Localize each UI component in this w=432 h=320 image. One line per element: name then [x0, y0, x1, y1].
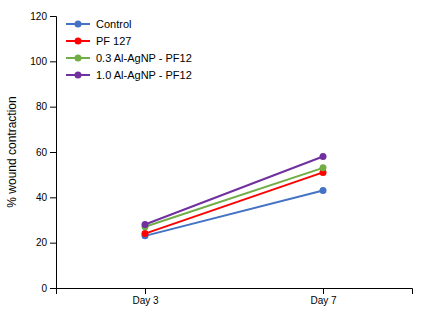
y-tick-label: 20: [36, 237, 48, 248]
y-tick-mark: [50, 16, 56, 17]
y-tick-mark: [50, 243, 56, 244]
y-tick-label: 100: [30, 56, 47, 67]
legend-item: 0.3 Al-AgNP - PF12: [66, 52, 192, 64]
legend-item: PF 127: [66, 35, 131, 47]
y-axis-line: [50, 17, 57, 289]
y-tick-mark: [50, 107, 56, 108]
series: [142, 164, 327, 230]
legend-marker: [75, 38, 82, 45]
legend-label: 0.3 Al-AgNP - PF12: [96, 52, 192, 64]
legend-marker: [75, 21, 82, 28]
y-tick: 60: [36, 147, 56, 158]
y-tick-label: 120: [30, 11, 47, 22]
series: [142, 153, 327, 228]
y-tick: 20: [36, 237, 56, 248]
series: [142, 169, 327, 237]
x-axis: Day 3 Day 7: [57, 288, 413, 306]
y-tick-label: 80: [36, 101, 48, 112]
legend-item: Control: [66, 18, 131, 30]
legend-item: 1.0 Al-AgNP - PF12: [66, 69, 192, 81]
y-tick-label: 0: [41, 283, 47, 294]
x-tick-mark: [145, 288, 146, 294]
y-tick-mark: [50, 197, 56, 198]
legend-marker: [75, 72, 82, 79]
series-line: [145, 157, 323, 225]
x-tick: Day 3: [132, 288, 159, 306]
y-tick-mark: [50, 152, 56, 153]
legend-label: 1.0 Al-AgNP - PF12: [96, 69, 192, 81]
legend-label: Control: [96, 18, 131, 30]
x-tick-label: Day 3: [132, 295, 159, 306]
series-point: [320, 164, 327, 171]
series-line: [145, 172, 323, 233]
y-tick: 0: [41, 283, 56, 294]
y-tick: 120: [30, 11, 56, 22]
y-tick-mark: [50, 288, 56, 289]
x-tick-mark: [323, 288, 324, 294]
series-point: [142, 230, 149, 237]
plot: Day 3 Day 7 0 20 40 60 80 100 120 Control PF 127 0.…: [30, 11, 412, 306]
y-tick: 80: [36, 101, 56, 112]
y-tick-label: 60: [36, 147, 48, 158]
series-point: [320, 187, 327, 194]
marks: [142, 153, 327, 239]
chart: Day 3 Day 7 0 20 40 60 80 100 120 Control PF 127 0.…: [0, 0, 432, 320]
series-point: [320, 153, 327, 160]
y-tick-label: 40: [36, 192, 48, 203]
series-point: [142, 221, 149, 228]
y-tick: 100: [30, 56, 56, 67]
y-tick: 40: [36, 192, 56, 203]
y-tick-mark: [50, 61, 56, 62]
x-axis-line: [57, 289, 413, 295]
y-axis-title: % wound contraction: [5, 96, 19, 207]
legend: Control PF 127 0.3 Al-AgNP - PF12 1.0 Al-Ag…: [66, 18, 192, 81]
series-line: [145, 168, 323, 227]
x-tick-label: Day 7: [310, 295, 337, 306]
series: [142, 187, 327, 239]
legend-marker: [75, 55, 82, 62]
y-axis: 0 20 40 60 80 100 120: [30, 11, 56, 294]
legend-label: PF 127: [96, 35, 131, 47]
x-tick: Day 7: [310, 288, 337, 306]
